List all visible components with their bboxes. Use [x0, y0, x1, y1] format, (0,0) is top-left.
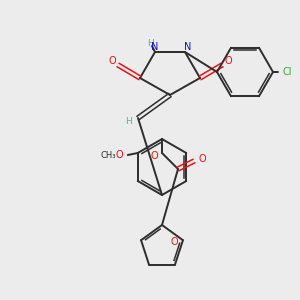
Text: O: O: [108, 56, 116, 66]
Text: H: H: [147, 40, 153, 49]
Text: Cl: Cl: [282, 67, 292, 77]
Text: O: O: [224, 56, 232, 66]
Text: N: N: [151, 42, 159, 52]
Text: N: N: [184, 42, 192, 52]
Text: O: O: [198, 154, 206, 164]
Text: H: H: [124, 118, 131, 127]
Text: O: O: [170, 237, 178, 247]
Text: O: O: [150, 151, 158, 161]
Text: CH₃: CH₃: [100, 152, 116, 160]
Text: O: O: [116, 150, 124, 160]
